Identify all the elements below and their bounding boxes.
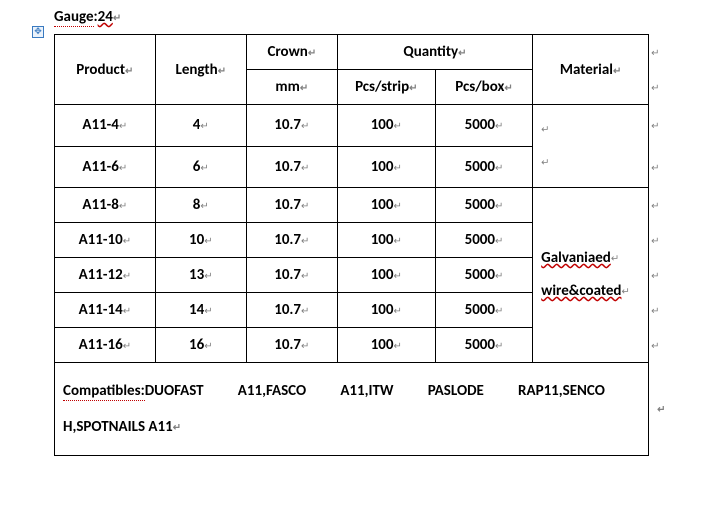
hdr-qty-box: Pcs/box↵ [435,70,532,105]
table-row: A11-8↵ 8↵ 10.7↵ 100↵ 5000↵ Galvaniaed↵ w… [55,188,674,223]
cell-strip: 100↵ [337,223,435,258]
spec-table: Product↵ Length↵ Crown↵ Quantity↵ Materi… [54,34,674,456]
material-line1: Galvaniaed [541,249,611,267]
cell-product: A11-6↵ [55,146,156,188]
compat-cell: Compatibles:DUOFAST A11,FASCO A11,ITW PA… [55,363,649,456]
cell-crown: 10.7↵ [246,258,337,293]
cell-product: A11-8↵ [55,188,156,223]
header-row-1: Product↵ Length↵ Crown↵ Quantity↵ Materi… [55,35,674,70]
row-end-mark: ↵ [649,223,674,258]
cell-length: 6↵ [155,146,246,188]
cell-product: A11-10↵ [55,223,156,258]
hdr-quantity: Quantity↵ [337,35,532,70]
gauge-value: 24 [98,8,113,26]
cell-product: A11-12↵ [55,258,156,293]
cell-strip: 100↵ [337,293,435,328]
cell-length: 14↵ [155,293,246,328]
row-end-mark: ↵ [649,328,674,363]
cell-material-empty: ↵↵ [533,105,649,188]
gauge-heading: Gauge:24↵ [54,8,121,26]
para-mark-icon: ↵ [113,11,121,24]
hdr-length: Length↵ [155,35,246,105]
row-end-mark: ↵ [649,105,674,147]
cell-product: A11-4↵ [55,105,156,147]
table-row: A11-4↵ 4↵ 10.7↵ 100↵ 5000↵ ↵↵ ↵ [55,105,674,147]
row-end-mark: ↵ [649,258,674,293]
cell-product: A11-14↵ [55,293,156,328]
cell-length: 16↵ [155,328,246,363]
cell-length: 8↵ [155,188,246,223]
hdr-qty-strip: Pcs/strip↵ [337,70,435,105]
row-end-mark: ↵ [649,293,674,328]
gauge-label: Gauge [54,8,94,27]
compat-label: Compatibles: [63,382,145,401]
cell-box: 5000↵ [435,328,532,363]
cell-crown: 10.7↵ [246,293,337,328]
hdr-crown: Crown↵ [246,35,337,70]
table-anchor-icon[interactable]: ✥ [32,26,44,38]
hdr-crown-unit: mm↵ [246,70,337,105]
cell-strip: 100↵ [337,258,435,293]
cell-strip: 100↵ [337,146,435,188]
cell-crown: 10.7↵ [246,223,337,258]
cell-crown: 10.7↵ [246,188,337,223]
row-end-mark: ↵ [649,70,674,105]
cell-length: 10↵ [155,223,246,258]
material-line2: wire&coated [541,282,621,300]
cell-box: 5000↵ [435,293,532,328]
cell-strip: 100↵ [337,328,435,363]
cell-crown: 10.7↵ [246,146,337,188]
cell-crown: 10.7↵ [246,328,337,363]
cell-length: 4↵ [155,105,246,147]
cell-strip: 100↵ [337,105,435,147]
cell-box: 5000↵ [435,105,532,147]
hdr-product: Product↵ [55,35,156,105]
cell-product: A11-16↵ [55,328,156,363]
cell-length: 13↵ [155,258,246,293]
cell-box: 5000↵ [435,223,532,258]
hdr-material: Material↵ [533,35,649,105]
cell-box: 5000↵ [435,258,532,293]
compat-row: Compatibles:DUOFAST A11,FASCO A11,ITW PA… [55,363,674,456]
cell-box: 5000↵ [435,188,532,223]
compat-line2: H,SPOTNAILS A11 [63,418,173,436]
cell-strip: 100↵ [337,188,435,223]
row-end-mark: ↵ [649,35,674,70]
cell-crown: 10.7↵ [246,105,337,147]
row-end-mark: ↵ [649,363,674,456]
row-end-mark: ↵ [649,146,674,188]
row-end-mark: ↵ [649,188,674,223]
cell-box: 5000↵ [435,146,532,188]
cell-material: Galvaniaed↵ wire&coated↵ [533,188,649,363]
